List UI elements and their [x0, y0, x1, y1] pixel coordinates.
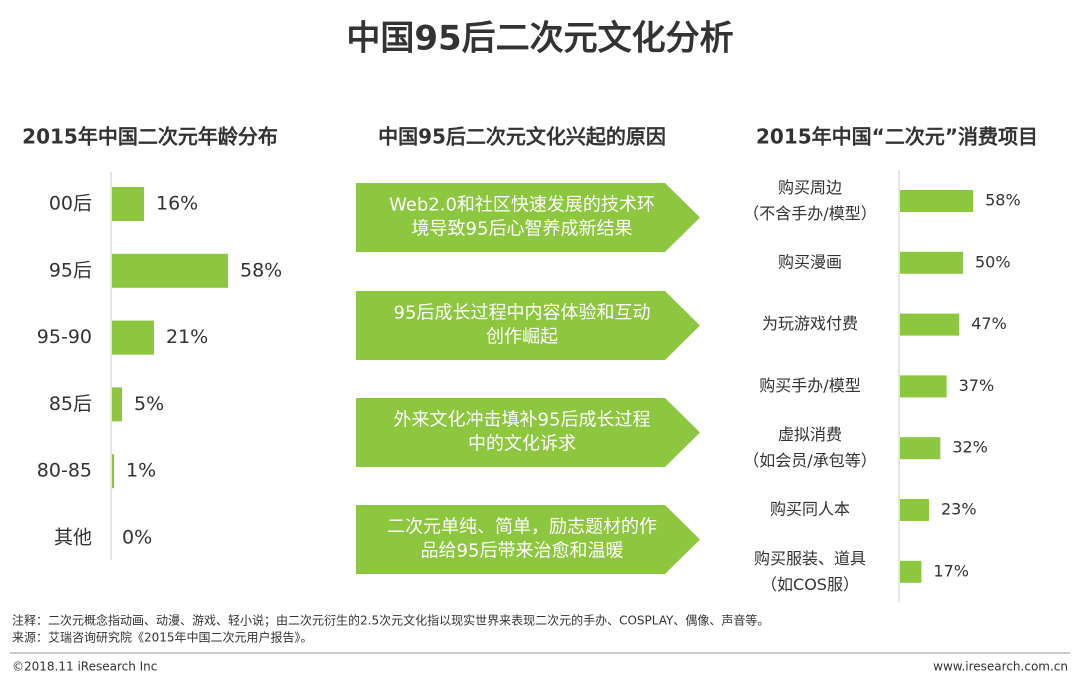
bar: [900, 190, 974, 212]
reason-text: 品给95后带来治愈和温暖: [421, 541, 624, 562]
category-label: 85后: [49, 393, 92, 415]
category-label: 购买漫画: [778, 252, 842, 271]
reason-text: Web2.0和社区快速发展的技术环: [389, 195, 655, 216]
footer-left: ©2018.11 iResearch Inc: [12, 660, 157, 674]
category-label: 95-90: [37, 326, 92, 348]
value-label: 16%: [156, 193, 198, 215]
page-title: 中国95后二次元文化分析: [346, 19, 733, 59]
category-label: 00后: [49, 193, 92, 215]
value-label: 5%: [134, 393, 164, 415]
value-label: 37%: [959, 376, 995, 395]
value-label: 1%: [126, 460, 156, 482]
reason-arrow: [356, 398, 700, 467]
bar: [112, 187, 144, 221]
reason-text: 95后成长过程中内容体验和互动: [394, 303, 651, 324]
category-label: 购买同人本: [770, 500, 850, 519]
note: 来源：艾瑞咨询研究院《2015年中国二次元用户报告》。: [12, 630, 313, 645]
bar: [900, 499, 929, 521]
bar: [112, 253, 228, 288]
value-label: 21%: [166, 326, 208, 348]
chart-title: 2015年中国“二次元”消费项目: [756, 125, 1038, 149]
section-title: 中国95后二次元文化兴起的原因: [378, 125, 666, 149]
category-label: 80-85: [37, 460, 92, 482]
category-label: 95后: [49, 259, 92, 281]
value-label: 32%: [952, 438, 988, 457]
bar: [900, 375, 947, 398]
reason-arrow: [356, 505, 700, 574]
bar: [112, 320, 154, 355]
reason-arrow: [356, 183, 700, 252]
value-label: 0%: [122, 527, 152, 549]
reason-text: 中的文化诉求: [468, 434, 576, 455]
bar: [900, 251, 963, 274]
bar: [112, 454, 114, 489]
bar: [900, 437, 941, 460]
note: 注释：二次元概念指动画、动漫、游戏、轻小说；由二次元衍生的2.5次元文化指以现实…: [12, 613, 769, 628]
chart-title: 2015年中国二次元年龄分布: [22, 125, 278, 149]
value-label: 17%: [933, 561, 969, 580]
value-label: 47%: [971, 314, 1007, 333]
reason-text: 境导致95后心智养成新结果: [412, 219, 633, 240]
reason-text: 外来文化冲击填补95后成长过程: [394, 410, 651, 431]
category-label: 其他: [54, 527, 92, 549]
reason-arrow: [356, 291, 700, 360]
footer-right: www.iresearch.com.cn: [933, 660, 1068, 674]
category-label: 购买服装、道具（如COS服）: [754, 548, 866, 593]
category-label: 购买手办/模型: [759, 376, 860, 395]
bar: [112, 387, 122, 422]
category-label: 购买周边（不含手办/模型）: [743, 178, 876, 223]
category-label: 虚拟消费（如会员/承包等）: [743, 425, 876, 470]
value-label: 58%: [985, 191, 1021, 210]
reason-text: 二次元单纯、简单，励志题材的作: [387, 517, 657, 538]
reason-text: 创作崛起: [486, 327, 558, 348]
category-label: 为玩游戏付费: [762, 314, 858, 333]
value-label: 50%: [975, 252, 1011, 271]
bar: [900, 313, 960, 336]
bar: [900, 560, 922, 583]
value-label: 23%: [941, 500, 977, 519]
value-label: 58%: [240, 259, 282, 281]
